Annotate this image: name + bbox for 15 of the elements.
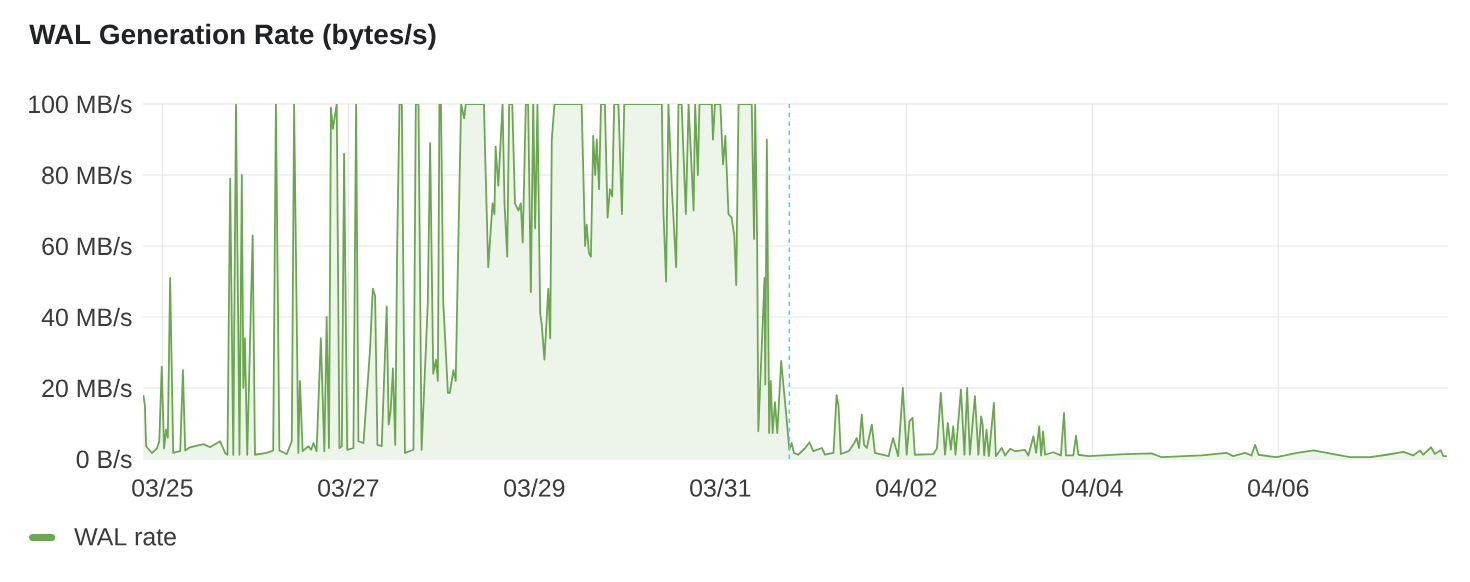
y-tick-label: 40 MB/s	[41, 307, 132, 327]
x-tick-label: 03/31	[690, 478, 751, 497]
x-tick-label: 04/04	[1062, 478, 1123, 497]
chart-title: WAL Generation Rate (bytes/s)	[29, 23, 436, 50]
y-tick-label: 0 B/s	[76, 449, 132, 469]
y-tick-label: 80 MB/s	[42, 165, 132, 185]
x-tick-label: 04/06	[1248, 478, 1309, 497]
y-tick-label: 100 MB/s	[29, 94, 132, 114]
x-tick-label: 03/27	[318, 478, 379, 497]
y-tick-label: 60 MB/s	[42, 236, 132, 256]
x-tick-label: 03/25	[132, 478, 193, 497]
y-tick-label: 20 MB/s	[42, 378, 132, 398]
x-tick-label: 04/02	[876, 478, 937, 497]
legend-label: WAL rate	[74, 528, 176, 546]
x-tick-label: 03/29	[504, 478, 565, 497]
